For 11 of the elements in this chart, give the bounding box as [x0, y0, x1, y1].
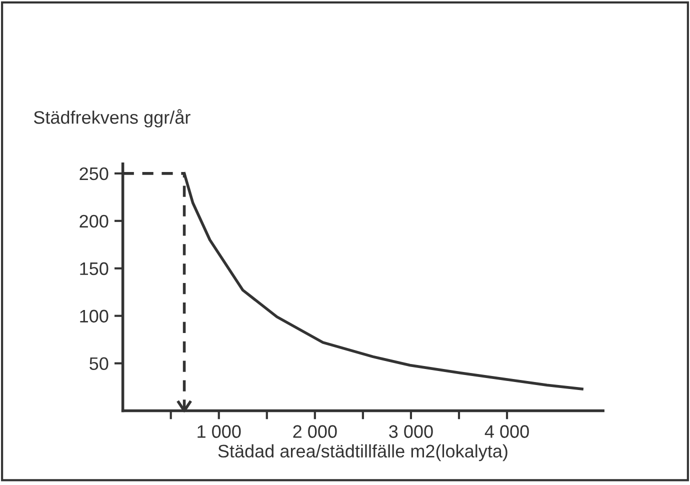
x-axis-title: Städad area/städtillfälle m2(lokalyta): [218, 444, 508, 462]
y-tick-label: 50: [90, 357, 108, 370]
y-tick-label: 150: [80, 262, 108, 276]
x-tick-label: 4 000: [484, 425, 529, 438]
y-axis-title: Städfrekvens ggr/år: [34, 109, 190, 128]
x-tick-label: 3 000: [389, 425, 433, 438]
x-tick-label: 1 000: [198, 425, 241, 438]
y-tick-label: 200: [80, 214, 108, 228]
y-tick-label: 250: [80, 167, 108, 180]
x-tick-label: 2 000: [293, 425, 337, 438]
y-tick-label: 100: [80, 310, 108, 323]
